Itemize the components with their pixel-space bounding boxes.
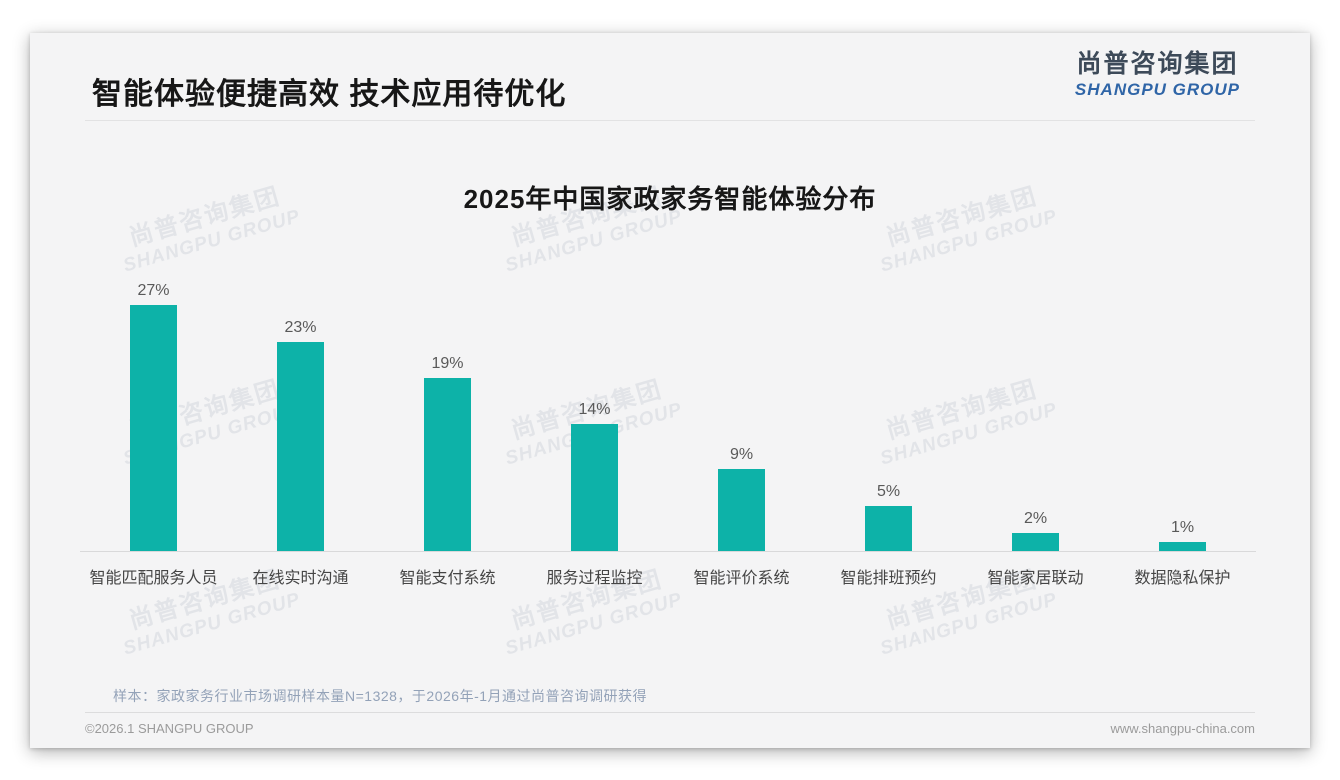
bar-column: 27% (80, 275, 227, 551)
sample-note: 样本：家政家务行业市场调研样本量N=1328，于2026年-1月通过尚普咨询调研… (113, 688, 648, 704)
footer-website: www.shangpu-china.com (1110, 721, 1255, 736)
bar-column: 9% (668, 275, 815, 551)
footer-bar: ©2026.1 SHANGPU GROUP www.shangpu-china.… (85, 712, 1255, 736)
bar-value-label: 9% (729, 446, 754, 464)
logo-chinese-text: 尚普咨询集团 (1076, 50, 1239, 78)
title-divider (85, 120, 1255, 121)
slide-card: 智能体验便捷高效 技术应用待优化 尚普咨询集团 SHANGPU GROUP 20… (30, 33, 1310, 748)
bar (277, 341, 324, 551)
bar (718, 469, 765, 551)
watermark-english-text: SHANGPU GROUP (120, 205, 303, 277)
bar-value-label: 27% (137, 282, 170, 300)
watermark-english-text: SHANGPU GROUP (502, 205, 685, 277)
bar-column: 19% (374, 275, 521, 551)
bar-column: 14% (521, 275, 668, 551)
bar-chart: 27% 23% 19% 14% 9% 5% 2% 1% (80, 275, 1256, 551)
bar-value-label: 1% (1170, 518, 1195, 536)
category-labels: 智能匹配服务人员 在线实时沟通 智能支付系统 服务过程监控 智能评价系统 智能排班预约 智能… (80, 564, 1256, 588)
page-title: 智能体验便捷高效 技术应用待优化 (92, 78, 567, 111)
logo-english-text: SHANGPU GROUP (1074, 79, 1240, 99)
x-axis-line (80, 551, 1256, 552)
category-label: 在线实时沟通 (252, 570, 349, 587)
category-label: 智能评价系统 (693, 570, 790, 587)
bar-value-label: 14% (578, 400, 611, 418)
bar-value-label: 5% (876, 482, 901, 500)
watermark-english-text: SHANGPU GROUP (502, 588, 685, 660)
footer-copyright: ©2026.1 SHANGPU GROUP (85, 721, 254, 736)
bar (130, 305, 177, 551)
bar (571, 423, 618, 551)
bar-value-label: 19% (431, 355, 464, 373)
bar (424, 378, 471, 551)
bar-value-label: 23% (284, 318, 317, 336)
bar (1012, 532, 1059, 551)
bar-column: 23% (227, 275, 374, 551)
category-label: 智能家居联动 (987, 570, 1084, 587)
watermark-english-text: SHANGPU GROUP (877, 588, 1060, 660)
category-label: 智能排班预约 (840, 570, 937, 587)
category-label: 智能匹配服务人员 (89, 570, 218, 587)
bar (1159, 541, 1206, 551)
bar-column: 5% (815, 275, 962, 551)
bar (865, 505, 912, 551)
chart-title: 2025年中国家政家务智能体验分布 (463, 184, 877, 214)
bar-column: 1% (1109, 275, 1256, 551)
category-label: 服务过程监控 (546, 570, 643, 587)
bar-value-label: 2% (1023, 509, 1048, 527)
watermark-english-text: SHANGPU GROUP (877, 205, 1060, 277)
bar-column: 2% (962, 275, 1109, 551)
watermark-english-text: SHANGPU GROUP (120, 588, 303, 660)
category-label: 智能支付系统 (399, 570, 496, 587)
category-label: 数据隐私保护 (1134, 570, 1231, 587)
company-logo: 尚普咨询集团 SHANGPU GROUP (1074, 50, 1240, 99)
